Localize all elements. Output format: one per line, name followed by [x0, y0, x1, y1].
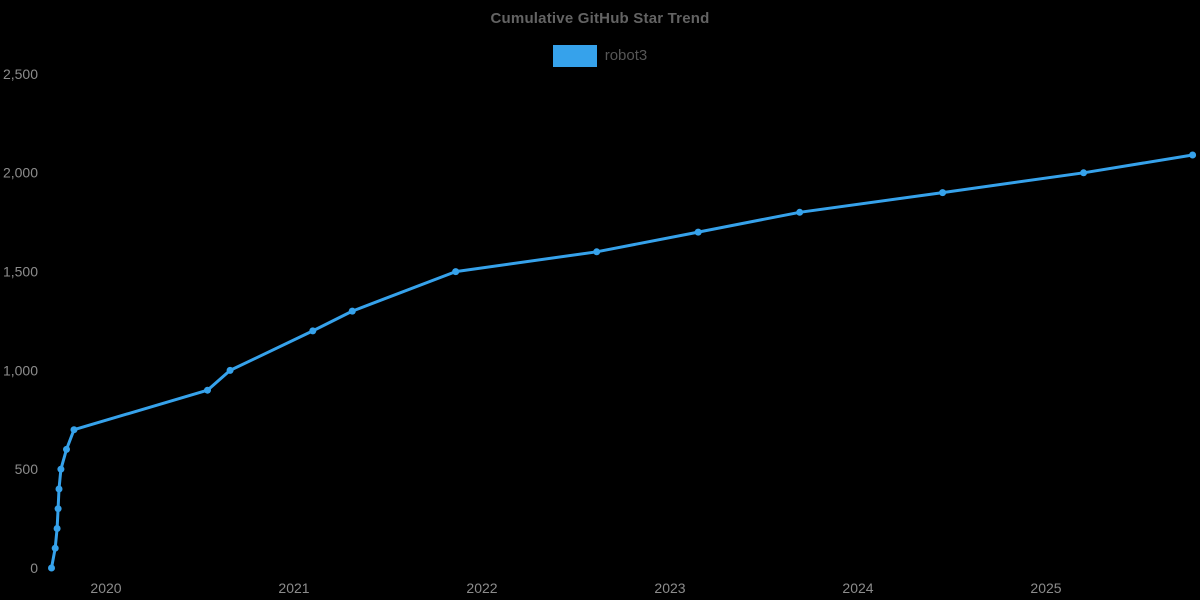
y-axis-tick-label: 2,500 — [3, 66, 38, 82]
data-point — [452, 268, 460, 276]
data-point — [53, 525, 61, 532]
y-axis-tick-label: 1,500 — [3, 264, 38, 280]
legend[interactable]: robot3 — [0, 45, 1200, 67]
y-axis-tick-label: 2,000 — [3, 165, 38, 181]
data-point — [204, 386, 211, 394]
data-point — [694, 228, 702, 236]
data-point — [54, 505, 62, 513]
data-point — [51, 544, 59, 552]
x-axis-tick-label: 2021 — [278, 580, 309, 596]
data-point — [57, 465, 65, 473]
y-axis-tick-label: 500 — [15, 461, 39, 477]
chart-title: Cumulative GitHub Star Trend — [490, 10, 710, 27]
x-axis-tick-label: 2025 — [1030, 580, 1061, 596]
y-axis-tick-label: 0 — [30, 560, 38, 576]
data-point — [226, 366, 234, 374]
data-point — [48, 564, 55, 572]
data-point — [796, 208, 804, 216]
x-axis-tick-label: 2024 — [842, 580, 873, 596]
x-axis-tick-label: 2020 — [90, 580, 121, 596]
series-line — [50, 153, 1195, 570]
data-point — [70, 426, 78, 434]
data-point — [63, 445, 70, 453]
x-axis-tick-label: 2023 — [654, 580, 685, 596]
data-point — [309, 327, 317, 335]
data-point — [348, 307, 356, 315]
data-point — [1080, 169, 1088, 177]
legend-swatch — [552, 45, 597, 67]
data-point — [939, 189, 947, 197]
data-point — [55, 485, 63, 493]
y-axis-tick-label: 1,000 — [3, 362, 38, 378]
legend-label: robot3 — [604, 47, 648, 64]
data-point — [593, 248, 601, 256]
data-point — [1189, 151, 1197, 159]
x-axis-tick-label: 2022 — [466, 580, 497, 596]
